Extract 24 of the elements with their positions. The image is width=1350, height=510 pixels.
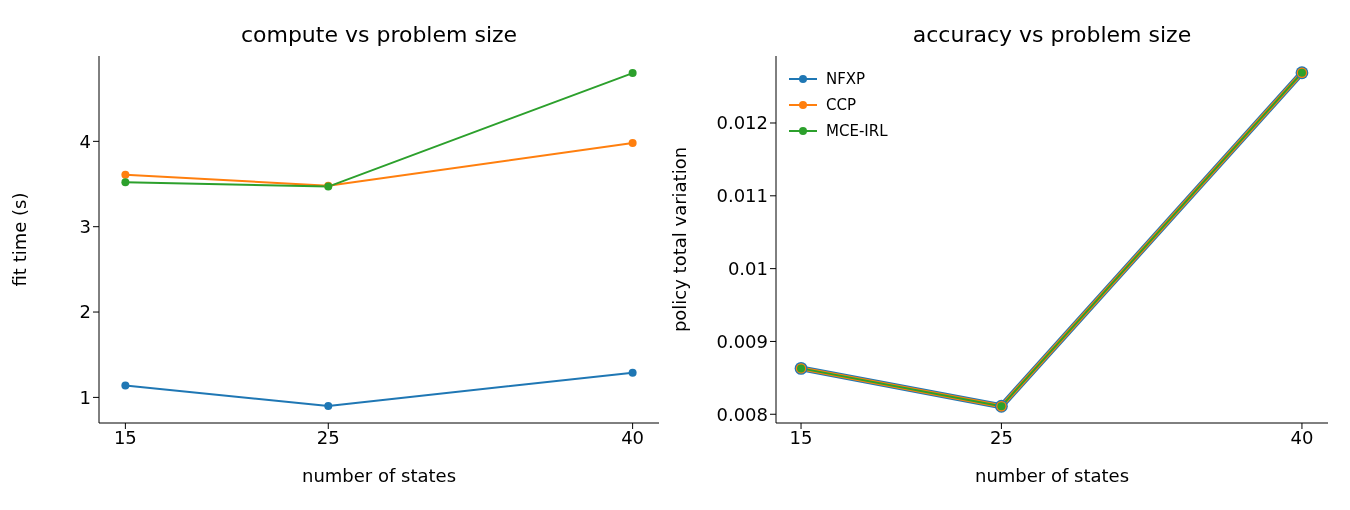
legend-label: NFXP [826,69,866,90]
y-tick-label: 0.011 [716,185,768,207]
y-axis-title: fit time (s) [9,192,31,287]
y-tick-label: 0.012 [716,112,768,134]
y-axis-title: policy total variation [669,146,691,333]
legend-label: CCP [826,95,856,116]
x-axis-title: number of states [974,465,1130,486]
y-tick-label: 4 [79,130,91,152]
chart-title: accuracy vs problem size [911,22,1193,47]
x-tick-label: 40 [1290,426,1314,448]
y-tick-label: 0.008 [716,403,768,425]
x-tick-label: 40 [621,426,645,448]
chart-title: compute vs problem size [239,22,519,47]
y-tick-label: 0.01 [727,258,768,280]
y-tick-label: 0.009 [716,330,768,352]
legend-label: MCE-IRL [826,121,888,142]
x-tick-label: 15 [113,426,137,448]
y-tick-label: 3 [79,216,91,238]
x-axis-title: number of states [301,465,457,486]
y-tick-label: 1 [79,386,91,408]
x-tick-label: 25 [989,426,1013,448]
x-tick-label: 15 [789,426,813,448]
y-tick-label: 2 [79,301,91,323]
x-tick-label: 25 [316,426,340,448]
